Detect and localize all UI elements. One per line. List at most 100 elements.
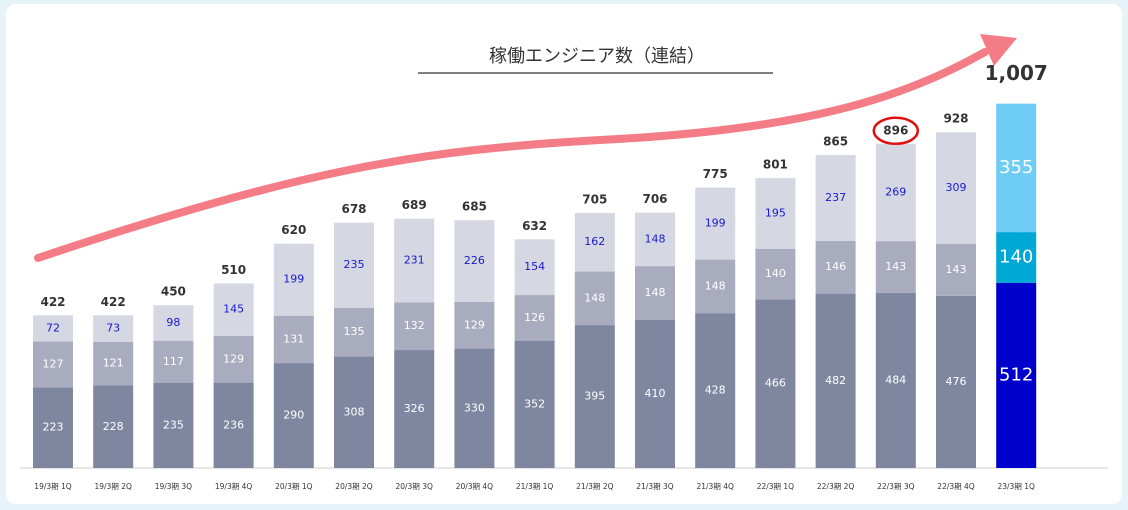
segment-label: 269 bbox=[885, 185, 906, 198]
segment-label: 126 bbox=[524, 311, 545, 324]
x-tick-label: 20/3期 4Q bbox=[456, 482, 493, 491]
x-tick-label: 21/3期 1Q bbox=[516, 482, 553, 491]
segment-label: 309 bbox=[946, 181, 967, 194]
chart-title: 稼働エンジニア数（連結） bbox=[489, 46, 705, 67]
bar-segment bbox=[514, 295, 555, 341]
x-tick-label: 20/3期 3Q bbox=[395, 482, 432, 491]
bar-segment bbox=[755, 299, 796, 468]
x-tick-label: 19/3期 2Q bbox=[94, 482, 131, 491]
bar-segment bbox=[514, 239, 555, 296]
bar-segment bbox=[635, 266, 675, 320]
segment-label: 236 bbox=[223, 418, 244, 431]
bar-segment bbox=[454, 348, 495, 468]
total-label: 896 bbox=[883, 123, 908, 137]
bar-segment bbox=[334, 222, 374, 308]
bar-segment bbox=[936, 244, 976, 296]
bar-segment bbox=[755, 178, 796, 249]
bar-segment bbox=[394, 218, 435, 303]
segment-label: 145 bbox=[223, 303, 244, 316]
bar-segment bbox=[635, 212, 675, 267]
bar-segment bbox=[213, 335, 254, 383]
x-tick-label: 19/3期 1Q bbox=[34, 482, 71, 491]
segment-label: 428 bbox=[705, 384, 726, 397]
segment-label: 135 bbox=[344, 325, 365, 338]
total-label: 705 bbox=[582, 192, 607, 206]
segment-label: 223 bbox=[43, 421, 64, 434]
total-label: 775 bbox=[703, 167, 728, 181]
segment-label: 162 bbox=[584, 235, 605, 248]
segment-label: 231 bbox=[404, 253, 425, 266]
bar-segment bbox=[394, 350, 435, 468]
segment-label: 395 bbox=[584, 390, 605, 403]
total-label: 865 bbox=[823, 135, 848, 149]
total-label: 706 bbox=[642, 192, 667, 206]
segment-label: 199 bbox=[705, 217, 726, 230]
total-label: 689 bbox=[402, 198, 427, 212]
x-tick-label: 21/3期 2Q bbox=[576, 482, 613, 491]
segment-label: 146 bbox=[825, 260, 846, 273]
x-tick-label: 21/3期 4Q bbox=[696, 482, 733, 491]
bar-segment bbox=[815, 240, 856, 294]
total-label: 632 bbox=[522, 219, 547, 233]
segment-label: 482 bbox=[825, 374, 846, 387]
segment-label: 98 bbox=[166, 316, 180, 329]
segment-label: 140 bbox=[999, 246, 1033, 267]
segment-label: 117 bbox=[163, 355, 184, 368]
bar-segment bbox=[33, 315, 73, 342]
segment-label: 129 bbox=[223, 352, 244, 365]
segment-label: 476 bbox=[946, 375, 967, 388]
total-label: 620 bbox=[281, 223, 306, 237]
bar-segment bbox=[574, 325, 615, 468]
bar-segment bbox=[454, 301, 495, 349]
x-tick-label: 23/3期 1Q bbox=[997, 482, 1034, 491]
segment-label: 308 bbox=[344, 405, 365, 418]
bar-segment bbox=[334, 307, 374, 357]
bar-segment bbox=[273, 363, 314, 468]
total-label: 510 bbox=[221, 263, 246, 277]
bar-segment bbox=[996, 103, 1037, 233]
bar-segment bbox=[574, 212, 615, 272]
segment-label: 195 bbox=[765, 206, 786, 219]
bar-segment bbox=[454, 220, 495, 302]
bar-segment bbox=[755, 248, 796, 300]
segment-label: 72 bbox=[46, 321, 60, 334]
total-label: 422 bbox=[40, 295, 65, 309]
bar-segment bbox=[815, 293, 856, 468]
segment-label: 410 bbox=[645, 387, 666, 400]
bar-segment bbox=[93, 315, 134, 342]
bar-segment bbox=[213, 382, 254, 468]
segment-label: 148 bbox=[645, 286, 666, 299]
segment-label: 235 bbox=[344, 258, 365, 271]
bar-segment bbox=[153, 382, 194, 468]
total-label: 422 bbox=[101, 295, 126, 309]
bar-segment bbox=[695, 313, 736, 468]
trend-arrow bbox=[34, 48, 989, 262]
segment-label: 143 bbox=[946, 263, 967, 276]
arrow-head bbox=[980, 34, 1017, 66]
segment-label: 235 bbox=[163, 418, 184, 431]
bar-segment bbox=[635, 319, 675, 468]
bar-segment bbox=[996, 232, 1037, 283]
bar-segment bbox=[394, 302, 435, 351]
x-tick-label: 22/3期 3Q bbox=[877, 482, 914, 491]
bar-segment bbox=[334, 356, 374, 468]
bar-segment bbox=[153, 340, 194, 383]
bar-segment bbox=[695, 187, 736, 260]
highlight-circle bbox=[872, 116, 920, 146]
x-tick-label: 19/3期 3Q bbox=[155, 482, 192, 491]
bar-segment bbox=[33, 341, 73, 388]
bar-segment bbox=[936, 295, 976, 468]
x-tick-label: 22/3期 1Q bbox=[757, 482, 794, 491]
bar-segment bbox=[153, 305, 194, 341]
total-label: 1,007 bbox=[985, 61, 1048, 85]
segment-label: 228 bbox=[103, 420, 124, 433]
x-tick-label: 22/3期 2Q bbox=[817, 482, 854, 491]
x-tick-label: 19/3期 4Q bbox=[215, 482, 252, 491]
segment-label: 199 bbox=[283, 273, 304, 286]
bar-segment bbox=[33, 387, 73, 468]
segment-label: 355 bbox=[999, 157, 1033, 178]
segment-label: 352 bbox=[524, 397, 545, 410]
bar-segment bbox=[875, 143, 916, 242]
segment-label: 512 bbox=[999, 364, 1033, 385]
segment-label: 330 bbox=[464, 401, 485, 414]
